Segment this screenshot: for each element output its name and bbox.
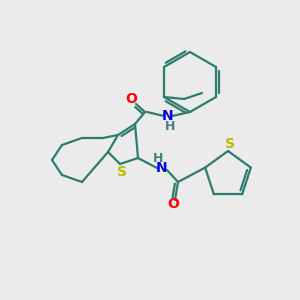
Text: O: O	[125, 92, 137, 106]
Text: N: N	[162, 109, 174, 123]
Text: S: S	[225, 137, 235, 151]
Text: S: S	[117, 165, 127, 179]
Text: H: H	[153, 152, 163, 164]
Text: H: H	[165, 119, 175, 133]
Text: N: N	[156, 161, 168, 175]
Text: O: O	[167, 197, 179, 211]
